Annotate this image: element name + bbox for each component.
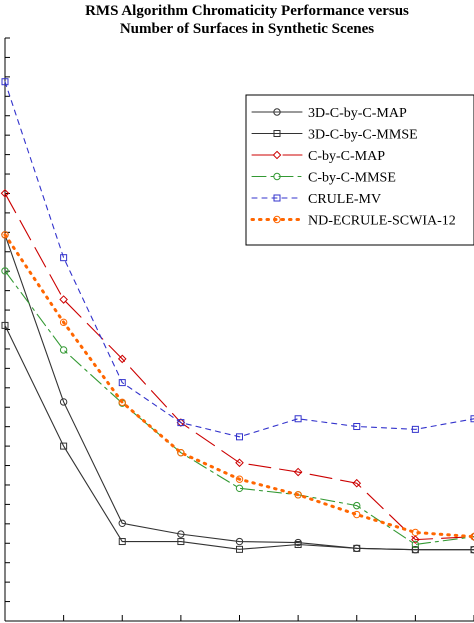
data-point: [411, 528, 420, 537]
legend-label: CRULE-MV: [308, 192, 381, 207]
chart-subtitle: Number of Surfaces in Synthetic Scenes: [120, 21, 374, 37]
data-point: [1, 267, 9, 275]
legend-item: CRULE-MV: [251, 192, 381, 207]
series-5: [1, 231, 474, 541]
data-point: [236, 433, 243, 441]
legend-marker: [273, 215, 281, 224]
legend-label: C-by-C-MAP: [308, 149, 385, 164]
plot-frame: [4, 37, 474, 622]
legend-label: ND-ECRULE-SCWIA-12: [308, 214, 456, 229]
legend-label: 3D-C-by-C-MMSE: [308, 128, 418, 143]
legend-item: C-by-C-MMSE: [251, 171, 396, 186]
data-point: [235, 537, 244, 546]
series-line: [4, 81, 474, 438]
series-line: [3, 233, 474, 539]
data-point: [1, 78, 9, 86]
data-point: [0, 189, 10, 198]
data-point: [59, 318, 68, 327]
data-point: [411, 535, 420, 544]
data-point: [352, 478, 362, 488]
legend-item: C-by-C-MAP: [251, 149, 385, 164]
data-point: [118, 519, 126, 527]
legend-items: 3D-C-by-C-MAP 3D-C-by-C-MMSE C-by-C-MAP C-b…: [250, 106, 456, 229]
legend-item: 3D-C-by-C-MAP: [251, 106, 407, 121]
series-line: [4, 192, 474, 541]
data-point: [59, 398, 68, 406]
data-point: [235, 484, 244, 493]
data-point: [294, 491, 302, 499]
data-point: [117, 354, 127, 364]
legend-marker: [272, 150, 282, 160]
legend-label: 3D-C-by-C-MAP: [308, 106, 407, 121]
data-point: [118, 538, 126, 546]
data-point: [59, 346, 68, 354]
legend-marker: [273, 108, 281, 116]
data-point: [353, 544, 361, 552]
data-point: [177, 538, 185, 546]
data-point: [177, 448, 185, 457]
data-point: [294, 541, 302, 549]
data-point: [353, 501, 361, 510]
data-point: [1, 321, 9, 329]
data-point: [411, 546, 419, 554]
legend-label: C-by-C-MMSE: [308, 171, 396, 186]
series-line: [4, 324, 474, 551]
data-point: [118, 379, 126, 387]
data-point: [60, 254, 68, 262]
legend: 3D-C-by-C-MAP 3D-C-by-C-MMSE C-by-C-MAP C-b…: [245, 94, 474, 246]
legend-item: 3D-C-by-C-MMSE: [251, 128, 418, 143]
data-point: [411, 425, 419, 433]
data-point: [235, 458, 244, 468]
data-point: [411, 540, 420, 549]
data-point: [470, 415, 474, 423]
data-point: [294, 415, 302, 423]
data-point: [353, 423, 361, 431]
series-3: [1, 267, 474, 549]
series-layer: [0, 78, 474, 554]
data-point: [60, 442, 68, 450]
legend-marker: [273, 130, 281, 137]
chart-title: RMS Algorithm Chromaticity Performance v…: [85, 3, 409, 19]
series-4: [1, 78, 474, 441]
data-point: [235, 475, 244, 483]
legend-marker: [273, 172, 281, 181]
data-point: [118, 398, 126, 407]
legend-marker: [273, 194, 281, 202]
data-point: [353, 510, 361, 519]
series-0: [1, 231, 474, 554]
data-point: [470, 546, 474, 554]
legend-item: ND-ECRULE-SCWIA-12: [250, 214, 456, 229]
series-1: [1, 321, 474, 554]
data-point: [1, 231, 9, 239]
data-point: [177, 530, 185, 538]
data-point: [236, 545, 243, 553]
data-point: [293, 467, 303, 477]
data-point: [59, 295, 68, 304]
series-line: [4, 270, 474, 546]
data-point: [177, 419, 185, 427]
